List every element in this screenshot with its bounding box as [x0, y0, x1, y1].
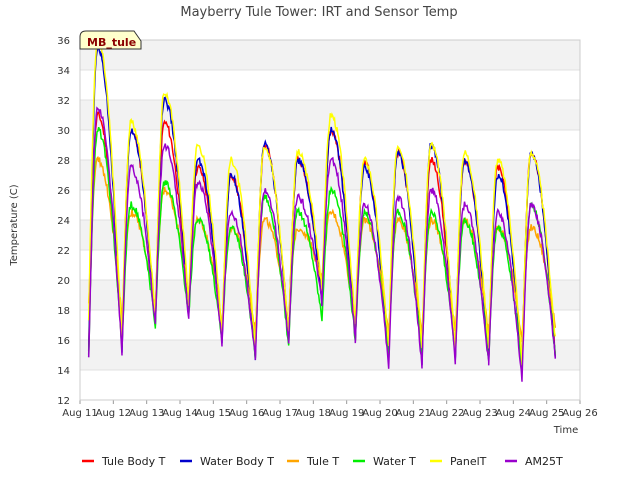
x-tick-label: Aug 23 [462, 408, 497, 419]
grid-band [80, 340, 580, 370]
x-tick-label: Aug 22 [429, 408, 464, 419]
y-tick-label: 28 [57, 156, 70, 167]
y-tick-label: 14 [57, 366, 70, 377]
x-tick-label: Aug 20 [362, 408, 397, 419]
y-tick-label: 22 [57, 246, 70, 257]
x-tick-label: Aug 14 [162, 408, 197, 419]
y-tick-label: 24 [57, 216, 70, 227]
x-tick-label: Aug 26 [562, 408, 597, 419]
legend-label: Water Body T [200, 455, 274, 468]
x-tick-label: Aug 25 [529, 408, 564, 419]
x-tick-label: Aug 12 [96, 408, 131, 419]
chart-title: Mayberry Tule Tower: IRT and Sensor Temp [180, 5, 457, 20]
series-line-water-t [87, 126, 557, 369]
legend-label: PanelT [450, 455, 487, 468]
x-tick-label: Aug 18 [296, 408, 331, 419]
legend-item: PanelT [430, 455, 487, 468]
y-tick-label: 16 [57, 336, 70, 347]
y-tick-label: 12 [57, 396, 70, 407]
grid-band [80, 70, 580, 100]
x-tick-label: Aug 19 [329, 408, 364, 419]
legend-item: Water Body T [180, 455, 274, 468]
legend-label: AM25T [525, 455, 563, 468]
y-tick-label: 26 [57, 186, 70, 197]
legend: Tule Body T Water Body T Tule T Water T Pane… [82, 455, 563, 468]
site-tag-label: MB_tule [87, 36, 136, 49]
legend-item: Tule T [287, 455, 339, 468]
y-tick-label: 20 [57, 276, 70, 287]
y-tick-label: 30 [57, 126, 70, 137]
x-tick-label: Aug 21 [396, 408, 431, 419]
x-tick-label: Aug 11 [62, 408, 97, 419]
legend-item: Tule Body T [82, 455, 166, 468]
x-tick-label: Aug 15 [196, 408, 231, 419]
plot-frame [79, 39, 581, 401]
y-tick-label: 18 [57, 306, 70, 317]
x-tick-label: Aug 24 [496, 408, 531, 419]
site-tag: MB_tule [79, 30, 142, 50]
y-tick-label: 32 [57, 96, 70, 107]
series-lines [87, 37, 557, 382]
legend-label: Water T [373, 455, 416, 468]
legend-label: Tule Body T [101, 455, 166, 468]
grid-band [80, 280, 580, 310]
y-axis-label: Temperature (C) [9, 184, 20, 266]
grid-band [80, 310, 580, 340]
grid-band [80, 220, 580, 250]
x-axis-label: Time [553, 425, 578, 436]
grid-band [80, 40, 580, 70]
grid-band [80, 370, 580, 400]
y-tick-label: 34 [57, 66, 70, 77]
legend-label: Tule T [306, 455, 339, 468]
grid-band [80, 250, 580, 280]
y-tick-label: 36 [57, 36, 70, 47]
legend-item: AM25T [505, 455, 563, 468]
x-tick-label: Aug 17 [262, 408, 297, 419]
series-line-am25t [87, 106, 557, 382]
x-tick-label: Aug 13 [129, 408, 164, 419]
x-tick-label: Aug 16 [229, 408, 264, 419]
legend-item: Water T [353, 455, 416, 468]
